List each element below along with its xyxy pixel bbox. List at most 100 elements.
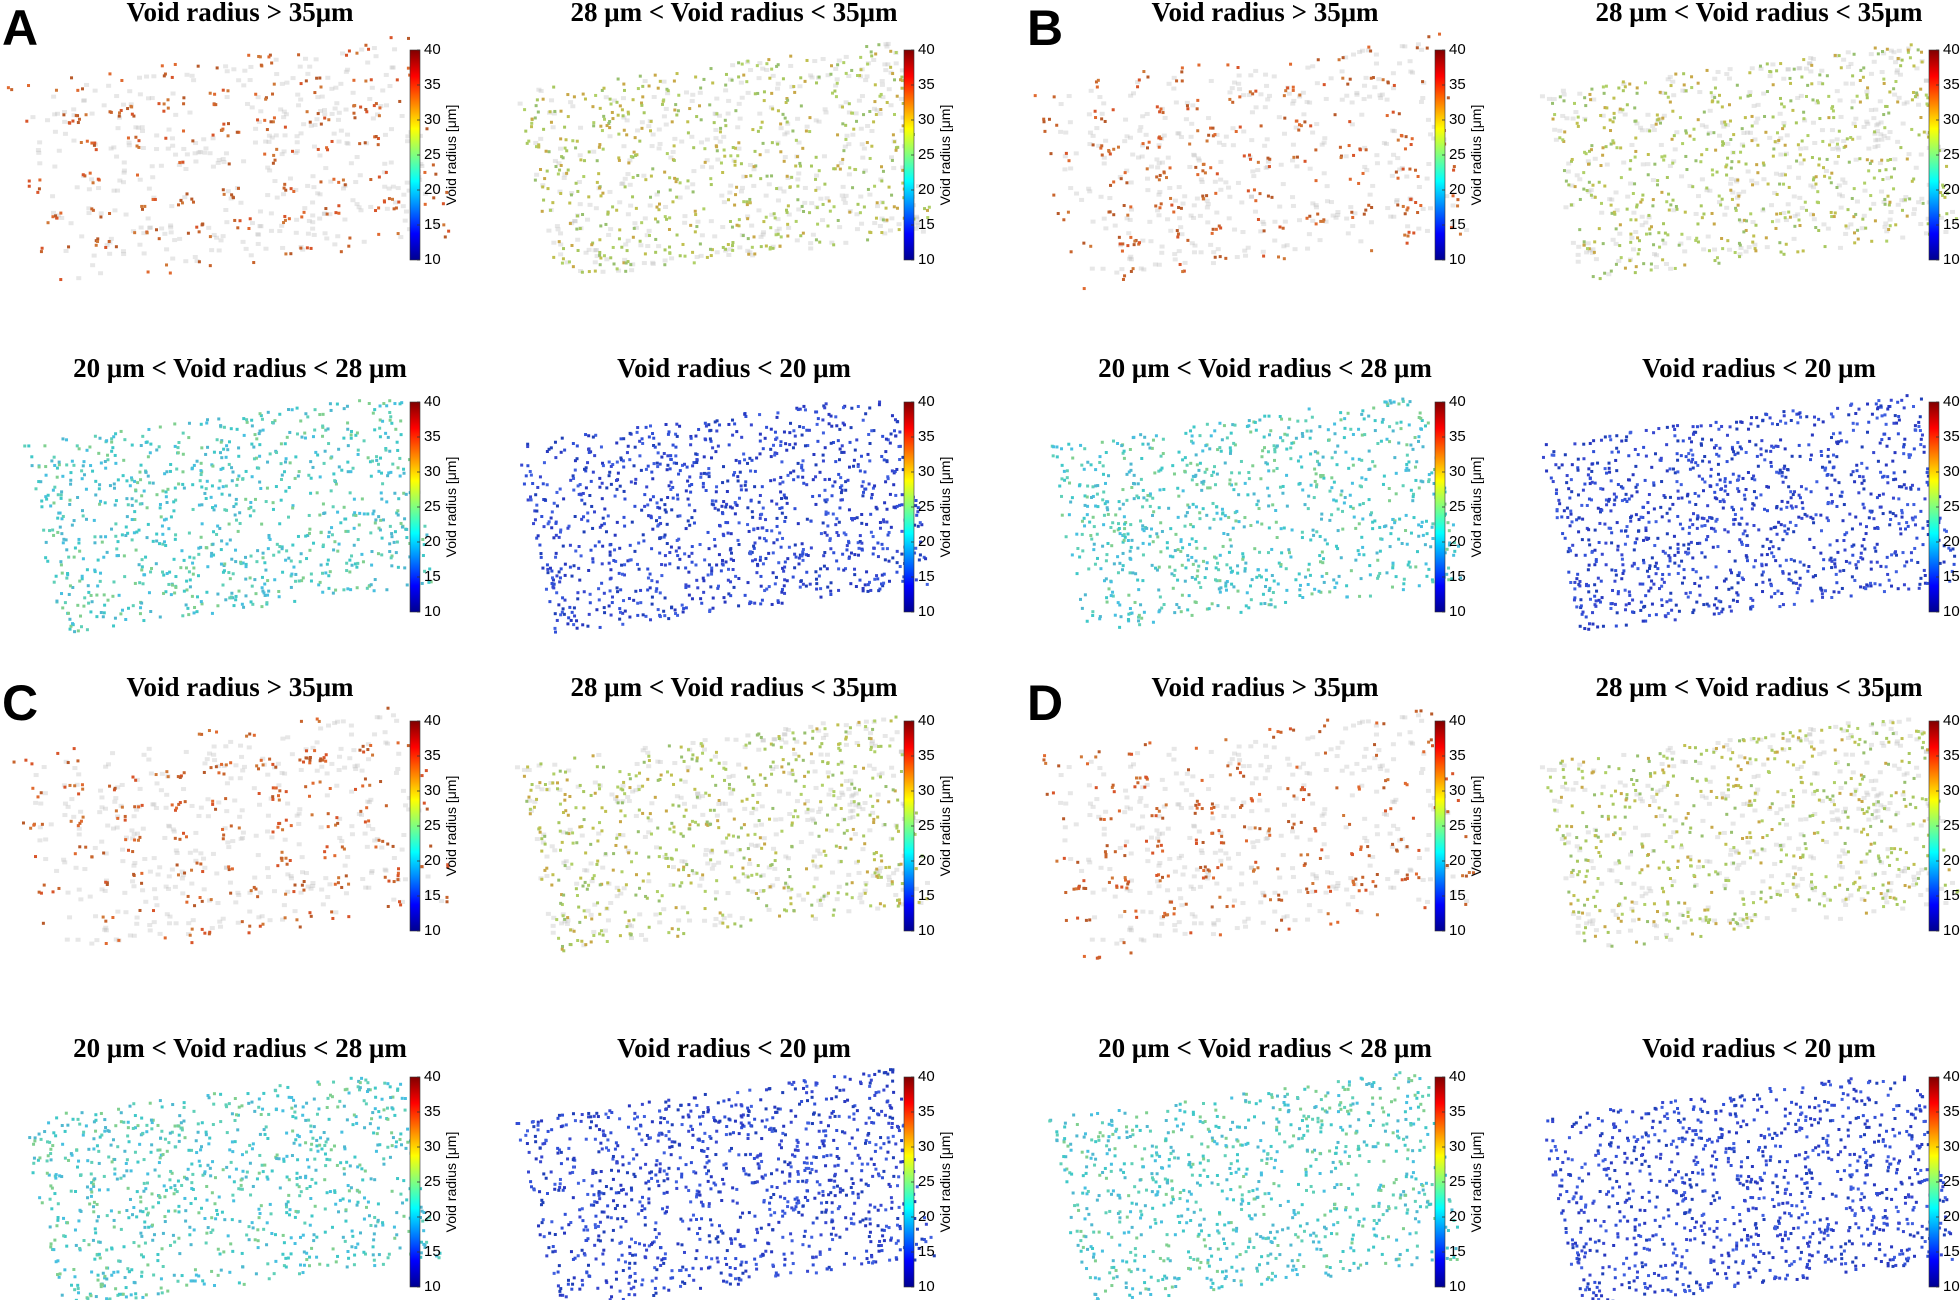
void-point [533, 140, 539, 145]
void-point [180, 549, 184, 553]
void-point [55, 599, 59, 603]
void-point [216, 158, 222, 163]
void-point [130, 443, 134, 447]
void-point [1191, 152, 1197, 157]
void-point [173, 62, 177, 66]
void-point [737, 245, 743, 250]
void-point [281, 149, 287, 154]
void-point [808, 130, 812, 134]
void-point [209, 495, 213, 499]
void-point [343, 69, 349, 74]
void-point [283, 470, 287, 474]
void-point [816, 119, 822, 124]
void-point [261, 556, 265, 560]
void-point [734, 458, 738, 462]
void-point [1633, 229, 1639, 234]
void-point [1082, 287, 1086, 291]
void-point [745, 214, 751, 219]
void-point [800, 204, 804, 208]
void-point [723, 154, 727, 158]
void-point [214, 504, 218, 508]
void-point [1198, 250, 1204, 255]
void-point [1687, 183, 1693, 188]
void-point [777, 561, 781, 565]
void-point [723, 88, 729, 93]
void-point [56, 530, 60, 534]
void-point [888, 70, 894, 75]
void-point [1124, 168, 1130, 173]
void-point [602, 591, 606, 595]
void-point [211, 506, 215, 510]
void-point [753, 469, 757, 473]
void-point [796, 140, 802, 145]
void-point [663, 215, 667, 219]
void-point [1359, 112, 1365, 117]
void-point [165, 263, 169, 267]
void-point [1671, 198, 1675, 202]
void-point [1232, 227, 1238, 232]
void-point [1827, 94, 1831, 98]
void-point [307, 531, 311, 535]
void-point [1713, 259, 1717, 263]
void-point [62, 113, 66, 117]
void-point [1194, 165, 1198, 169]
void-point [620, 245, 624, 249]
void-point [10, 88, 14, 92]
void-point [854, 585, 858, 589]
void-point [735, 503, 739, 507]
void-point [842, 450, 846, 454]
void-point [120, 608, 124, 612]
void-point [177, 482, 181, 486]
void-point [377, 526, 381, 530]
void-point [559, 109, 563, 113]
void-point [1837, 245, 1843, 250]
void-point [1290, 101, 1296, 106]
void-point [677, 195, 683, 200]
void-point [162, 231, 168, 236]
void-point [705, 255, 709, 259]
void-point [669, 480, 673, 484]
colorbar-tick-label: 10 [1449, 251, 1466, 268]
void-point [553, 109, 557, 113]
void-point [853, 111, 859, 116]
void-point [1721, 247, 1725, 251]
void-point [1575, 252, 1581, 257]
void-point [785, 120, 789, 124]
void-point [869, 512, 873, 516]
void-point [137, 242, 143, 247]
void-point [161, 489, 165, 493]
void-point [776, 411, 780, 415]
void-point [597, 145, 601, 149]
void-point [863, 583, 867, 587]
void-point [1780, 172, 1786, 177]
void-point [188, 578, 192, 582]
void-point [425, 127, 429, 131]
void-point [1629, 142, 1635, 147]
void-point [1878, 120, 1884, 125]
void-point [147, 591, 151, 595]
void-point [1129, 205, 1133, 209]
void-point [121, 102, 127, 107]
void-point [1266, 194, 1270, 198]
void-point [578, 269, 584, 274]
void-point [751, 128, 755, 132]
void-point [660, 102, 664, 106]
void-point [916, 510, 920, 514]
void-point [1752, 137, 1758, 142]
void-point [94, 493, 98, 497]
void-point [749, 423, 753, 427]
void-point [1703, 124, 1709, 129]
void-point [858, 534, 862, 538]
void-point [1918, 222, 1924, 227]
void-point [800, 463, 804, 467]
void-point [1558, 136, 1562, 140]
void-point [1265, 97, 1271, 102]
colorbar-tick-label: 30 [424, 111, 441, 128]
void-point [431, 163, 435, 167]
void-point [759, 245, 763, 249]
void-point [43, 444, 47, 448]
void-point [593, 510, 597, 514]
void-point [730, 78, 734, 82]
void-point [250, 424, 254, 428]
void-point [1613, 190, 1619, 195]
